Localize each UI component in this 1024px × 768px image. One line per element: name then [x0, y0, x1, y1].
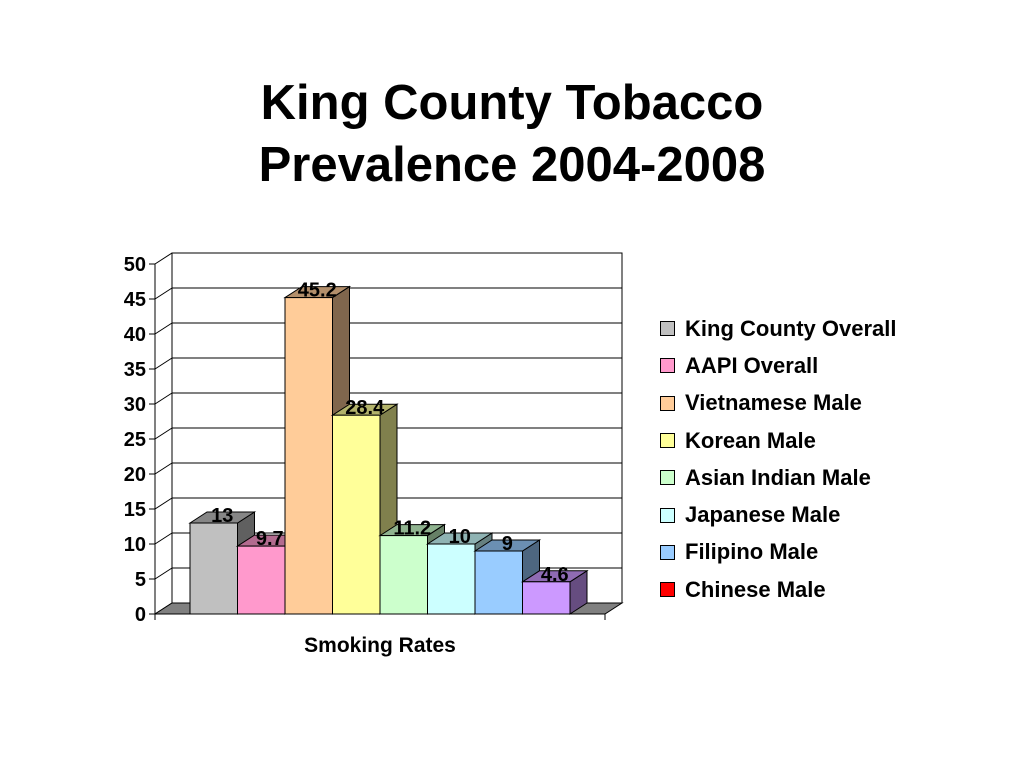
y-tick-label: 35 [124, 359, 146, 381]
data-label: 9.7 [256, 528, 284, 550]
legend-item: King County Overall [660, 310, 896, 347]
bar-king-county-overall [189, 522, 238, 615]
data-label: 45.2 [298, 280, 337, 302]
data-label: 13 [211, 505, 233, 527]
legend-item: Korean Male [660, 422, 896, 459]
legend-swatch [660, 433, 675, 449]
data-label: 28.4 [345, 397, 385, 419]
y-tick-label: 15 [124, 499, 146, 521]
y-tick-label: 40 [124, 324, 146, 346]
bar-vietnamese-male [284, 297, 333, 615]
data-label: 11.2 [393, 518, 431, 540]
gridline-depth-10 [154, 532, 173, 545]
y-tick-label: 10 [124, 534, 146, 556]
legend-swatch [660, 544, 675, 560]
y-tick-label: 30 [124, 394, 146, 416]
gridline-depth-20 [154, 462, 173, 475]
chart-title-line-1: King County Tobacco [260, 76, 764, 130]
legend-label: AAPI Overall [685, 352, 819, 378]
legend-swatch [660, 358, 675, 374]
y-tick-label: 25 [124, 429, 146, 451]
legend-label: Filipino Male [685, 539, 819, 565]
legend-item: Asian Indian Male [660, 459, 896, 496]
y-tick-label: 50 [124, 254, 146, 276]
legend-label: Asian Indian Male [685, 464, 871, 490]
legend-item: Vietnamese Male [660, 385, 896, 422]
bar-korean-male [332, 414, 381, 615]
legend-label: King County Overall [685, 315, 897, 341]
gridline-depth-5 [154, 567, 173, 580]
chart-bars [188, 285, 589, 615]
legend-label: Japanese Male [685, 502, 841, 528]
gridline-depth-25 [154, 427, 173, 440]
legend-swatch [660, 395, 675, 411]
gridline-depth-30 [154, 392, 173, 405]
x-axis-label: Smoking Rates [304, 634, 456, 657]
data-label: 10 [449, 526, 471, 548]
legend-label: Korean Male [685, 427, 816, 453]
y-tick-label: 0 [135, 604, 146, 626]
bar-aapi-overall [237, 545, 286, 615]
bar-chinese-male [522, 581, 571, 615]
bar-filipino-male [474, 550, 523, 615]
chart-title: King County Tobacco Prevalence 2004-2008 [0, 72, 1024, 196]
legend-item: AAPI Overall [660, 347, 896, 384]
legend-item: Filipino Male [660, 534, 896, 571]
gridline-depth-35 [154, 357, 173, 370]
legend-item: Japanese Male [660, 496, 896, 533]
legend-label: Vietnamese Male [685, 390, 862, 416]
gridline-depth-50 [154, 252, 173, 265]
chart-legend: King County Overall AAPI Overall Vietnames… [660, 310, 896, 608]
data-label: 9 [502, 533, 513, 555]
data-label: 4.6 [541, 564, 569, 586]
bar-asian-indian-male [379, 535, 428, 615]
legend-swatch [660, 582, 675, 598]
gridline-depth-40 [154, 322, 173, 335]
gridline-depth-15 [154, 497, 173, 510]
y-tick-label: 45 [124, 289, 146, 311]
chart-title-line-2: Prevalence 2004-2008 [258, 138, 766, 192]
y-tick-label: 20 [124, 464, 146, 486]
legend-item: Chinese Male [660, 571, 896, 608]
y-tick-label: 5 [135, 569, 146, 591]
gridline-depth-45 [154, 287, 173, 300]
legend-swatch [660, 321, 675, 337]
bar-japanese-male [427, 543, 476, 615]
legend-label: Chinese Male [685, 576, 826, 602]
legend-swatch [660, 507, 675, 523]
chart-data-labels: 13 9.7 45.2 28.4 11.2 10 9 4.6 [211, 280, 569, 586]
legend-swatch [660, 470, 675, 486]
